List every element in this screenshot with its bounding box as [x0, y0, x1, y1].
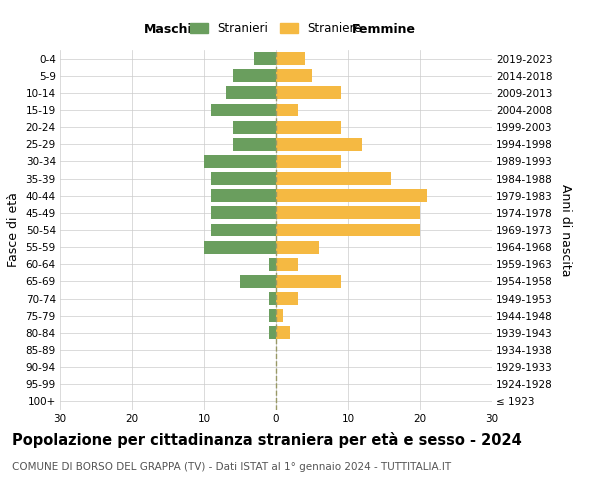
Bar: [276, 292, 298, 305]
Bar: [276, 190, 427, 202]
Bar: [204, 240, 276, 254]
Bar: [211, 206, 276, 220]
Bar: [204, 155, 276, 168]
Bar: [211, 190, 276, 202]
Bar: [276, 240, 319, 254]
Bar: [269, 258, 276, 270]
Bar: [276, 326, 290, 340]
Text: COMUNE DI BORSO DEL GRAPPA (TV) - Dati ISTAT al 1° gennaio 2024 - TUTTITALIA.IT: COMUNE DI BORSO DEL GRAPPA (TV) - Dati I…: [12, 462, 451, 472]
Bar: [233, 120, 276, 134]
Bar: [226, 86, 276, 100]
Bar: [276, 86, 341, 100]
Y-axis label: Anni di nascita: Anni di nascita: [559, 184, 572, 276]
Bar: [269, 292, 276, 305]
Bar: [276, 120, 341, 134]
Bar: [254, 52, 276, 65]
Bar: [276, 275, 341, 288]
Bar: [211, 172, 276, 185]
Text: Femmine: Femmine: [352, 24, 416, 36]
Bar: [211, 104, 276, 117]
Bar: [211, 224, 276, 236]
Bar: [276, 224, 420, 236]
Bar: [276, 155, 341, 168]
Text: Maschi: Maschi: [143, 24, 193, 36]
Bar: [276, 310, 283, 322]
Bar: [276, 104, 298, 117]
Bar: [276, 206, 420, 220]
Legend: Stranieri, Straniere: Stranieri, Straniere: [187, 18, 365, 38]
Bar: [276, 258, 298, 270]
Bar: [233, 138, 276, 150]
Bar: [276, 172, 391, 185]
Bar: [233, 70, 276, 82]
Bar: [240, 275, 276, 288]
Bar: [276, 138, 362, 150]
Bar: [269, 326, 276, 340]
Y-axis label: Fasce di età: Fasce di età: [7, 192, 20, 268]
Bar: [276, 52, 305, 65]
Bar: [276, 70, 312, 82]
Text: Popolazione per cittadinanza straniera per età e sesso - 2024: Popolazione per cittadinanza straniera p…: [12, 432, 522, 448]
Bar: [269, 310, 276, 322]
